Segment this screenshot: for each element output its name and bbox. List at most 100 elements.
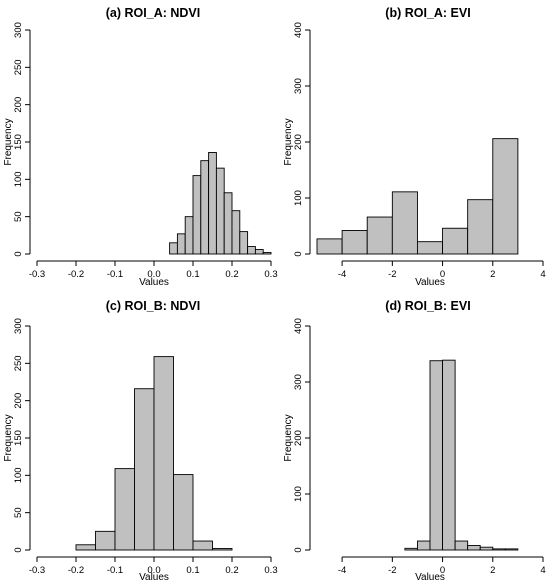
y-tick-label: 250	[13, 59, 24, 75]
y-axis-title: Frequency	[3, 414, 14, 461]
y-tick-label: 150	[13, 430, 24, 446]
x-tick-label: 0.0	[147, 565, 160, 576]
y-tick-label: 400	[293, 318, 304, 334]
y-tick-label: 100	[13, 171, 24, 187]
histogram-bar	[366, 216, 393, 255]
y-tick-label: 0	[13, 251, 24, 256]
chart-title: (a) ROI_A: NDVI	[106, 6, 200, 20]
y-tick-label: 300	[13, 22, 24, 38]
histogram-bar	[212, 548, 233, 551]
x-tick-label: -2	[388, 269, 396, 280]
x-tick-label: -4	[338, 269, 346, 280]
histogram-bar	[176, 233, 186, 255]
x-tick-label: 2	[490, 269, 495, 280]
y-tick-label: 100	[293, 486, 304, 502]
y-tick-label: 50	[13, 507, 24, 518]
x-tick-label: 0	[440, 269, 445, 280]
x-axis-title: Values	[415, 572, 445, 583]
histogram-bar	[134, 388, 155, 551]
y-tick-label: 0	[13, 547, 24, 552]
x-tick-label: 0.1	[186, 565, 199, 576]
x-tick-label: 0.2	[225, 269, 238, 280]
y-tick-label: 100	[293, 190, 304, 206]
x-tick-label: -0.2	[68, 269, 84, 280]
histogram-bar	[416, 241, 444, 255]
histogram-bar	[442, 359, 456, 551]
histogram-bar	[467, 545, 481, 551]
y-tick-label: 200	[293, 430, 304, 446]
histogram-bar	[75, 544, 96, 551]
y-tick-label: 150	[13, 134, 24, 150]
y-tick-label: 200	[13, 393, 24, 409]
histogram-bar	[192, 540, 213, 551]
histogram-bar	[223, 192, 233, 255]
y-tick-label: 300	[13, 318, 24, 334]
x-tick-label: 0	[440, 565, 445, 576]
histogram-bar	[254, 249, 264, 255]
histogram-bar	[429, 360, 444, 551]
chart-panel-3: (c) ROI_B: NDVI 0 50 100 150 200 250 300 -0.3 -0.…	[3, 299, 278, 583]
histogram-bar	[442, 227, 469, 255]
chart-panel-2: (b) ROI_A: EVI 0 100 200 300 400 -4 -2 0 2 4 Values…	[283, 6, 546, 288]
x-tick-label: 0.1	[186, 269, 199, 280]
y-tick-label: 200	[13, 97, 24, 113]
x-tick-label: -0.1	[107, 565, 123, 576]
histogram-bar	[492, 548, 506, 551]
x-tick-label: -4	[338, 565, 346, 576]
x-tick-label: -0.3	[29, 269, 45, 280]
histogram-bar	[215, 167, 225, 255]
histogram-bar	[169, 242, 178, 255]
x-axis-title: Values	[139, 572, 169, 583]
y-tick-label: 200	[293, 134, 304, 150]
y-axis-title: Frequency	[283, 414, 294, 461]
x-axis-title: Values	[415, 277, 445, 288]
y-tick-label: 300	[293, 374, 304, 390]
y-tick-label: 400	[293, 22, 304, 38]
chart-panel-1: (a) ROI_A: NDVI 0 50 100 150 200 250 300 -0.3 -0.…	[3, 6, 278, 288]
x-tick-label: 2	[490, 565, 495, 576]
histogram-bar	[479, 546, 494, 551]
y-tick-label: 100	[13, 467, 24, 483]
histogram-bar	[247, 246, 256, 255]
x-tick-label: -0.2	[68, 565, 84, 576]
histogram-bar	[391, 191, 418, 255]
x-tick-label: 4	[540, 565, 545, 576]
histogram-bar	[173, 474, 194, 551]
histogram-bar	[316, 238, 343, 255]
histogram-bar	[184, 216, 194, 255]
histogram-bar	[239, 231, 249, 255]
histogram-bar	[454, 540, 469, 551]
histogram-bar	[262, 252, 272, 255]
histogram-bar	[504, 548, 519, 551]
x-tick-label: 0.3	[264, 565, 277, 576]
chart-title: (d) ROI_B: EVI	[385, 299, 470, 313]
x-tick-label: -0.1	[107, 269, 123, 280]
chart-title: (c) ROI_B: NDVI	[106, 299, 200, 313]
chart-panel-4: (d) ROI_B: EVI 0 100 200 300 400 -4 -2 0 2 4 Values…	[283, 299, 546, 583]
x-axis-title: Values	[139, 277, 169, 288]
y-tick-label: 250	[13, 355, 24, 371]
x-tick-label: -0.3	[29, 565, 45, 576]
x-tick-label: -2	[388, 565, 396, 576]
histogram-bar	[192, 175, 202, 255]
histogram-bar	[492, 138, 519, 255]
y-axis-title: Frequency	[3, 118, 14, 165]
histogram-bar	[114, 468, 135, 551]
histogram-bar	[467, 199, 494, 255]
histogram-bar	[341, 230, 368, 255]
x-tick-label: 0.2	[225, 565, 238, 576]
x-tick-label: 0.0	[147, 269, 160, 280]
y-tick-label: 300	[293, 78, 304, 94]
y-axis-title: Frequency	[283, 118, 294, 165]
y-tick-label: 0	[293, 547, 304, 552]
chart-title: (b) ROI_A: EVI	[385, 6, 470, 20]
histogram-bar	[200, 160, 210, 255]
y-tick-label: 50	[13, 211, 24, 222]
histogram-bar	[416, 540, 431, 551]
x-tick-label: 4	[540, 269, 545, 280]
histogram-bar	[95, 530, 116, 551]
histogram-bar	[153, 356, 174, 551]
histogram-bar	[208, 152, 217, 255]
histogram-bar	[404, 547, 418, 551]
